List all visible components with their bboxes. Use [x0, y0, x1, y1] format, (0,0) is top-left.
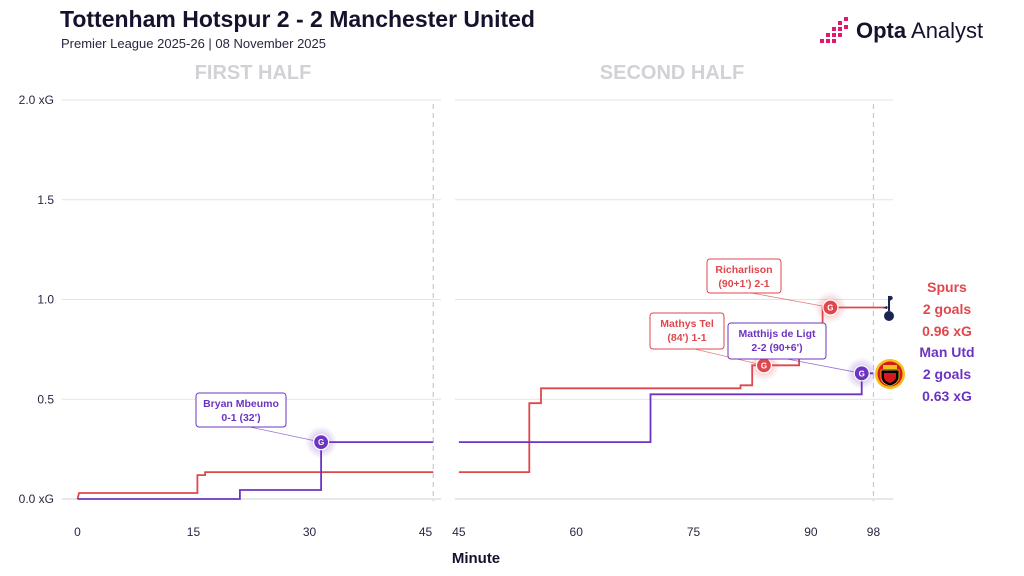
half-label-1: SECOND HALF: [600, 62, 744, 84]
goal-marker-letter: G: [318, 438, 324, 447]
y-tick-label: 0.5: [37, 392, 54, 406]
summary-goals: 2 goals: [923, 301, 971, 317]
series-line-man-utd-1: [458, 372, 874, 444]
x-tick-label: 60: [570, 525, 584, 539]
y-tick-label: 2.0 xG: [19, 93, 54, 107]
x-tick-label: 45: [419, 525, 433, 539]
goal-marker-letter: G: [859, 369, 865, 378]
series-line-spurs-0: [76, 471, 434, 500]
goal-marker-letter: G: [827, 303, 833, 312]
goal-detail: 2-2 (90+6'): [751, 342, 802, 354]
chart-title: Tottenham Hotspur 2 - 2 Manchester Unite…: [60, 6, 535, 32]
goal-player-name: Matthijs de Ligt: [739, 328, 817, 340]
series-line-man-utd-0: [77, 441, 434, 500]
brand-name: Opta Analyst: [856, 18, 984, 43]
goal-detail: (90+1') 2-1: [718, 278, 769, 290]
summary-goals: 2 goals: [923, 366, 971, 382]
goal-marker: [313, 434, 330, 451]
opta-logo-icon: [820, 17, 848, 43]
y-tick-label: 1.5: [37, 193, 54, 207]
x-tick-label: 30: [303, 525, 317, 539]
goal-player-name: Richarlison: [715, 264, 772, 276]
x-axis-label: Minute: [452, 550, 500, 567]
goal-marker: [822, 299, 839, 316]
summary-team-name: Man Utd: [919, 344, 974, 360]
y-tick-label: 1.0: [37, 293, 54, 307]
y-tick-label: 0.0 xG: [19, 492, 54, 506]
half-label-0: FIRST HALF: [195, 62, 312, 84]
goal-marker: [853, 365, 870, 382]
man-utd-crest-icon: [875, 359, 905, 389]
x-tick-label: 45: [452, 525, 466, 539]
x-tick-label: 90: [804, 525, 818, 539]
goal-marker-letter: G: [761, 361, 767, 370]
x-tick-label: 75: [687, 525, 701, 539]
goal-label-box: [195, 392, 287, 428]
goal-label-box: [649, 312, 725, 350]
x-tick-label: 98: [867, 525, 881, 539]
goal-player-name: Bryan Mbeumo: [203, 398, 279, 410]
chart-subtitle: Premier League 2025-26 | 08 November 202…: [61, 36, 326, 51]
opta-analyst-logo: Opta Analyst: [820, 17, 983, 45]
goal-detail: (84') 1-1: [667, 332, 706, 344]
goal-player-name: Mathys Tel: [660, 318, 714, 330]
goal-label-box: [727, 322, 827, 360]
x-tick-label: 15: [187, 525, 201, 539]
x-tick-label: 0: [74, 525, 81, 539]
summary-team-name: Spurs: [927, 279, 967, 295]
summary-xg: 0.96 xG: [922, 323, 972, 339]
goal-detail: 0-1 (32'): [221, 412, 260, 424]
goal-label-box: [706, 258, 782, 294]
spurs-crest-icon: [883, 295, 894, 321]
summary-xg: 0.63 xG: [922, 388, 972, 404]
